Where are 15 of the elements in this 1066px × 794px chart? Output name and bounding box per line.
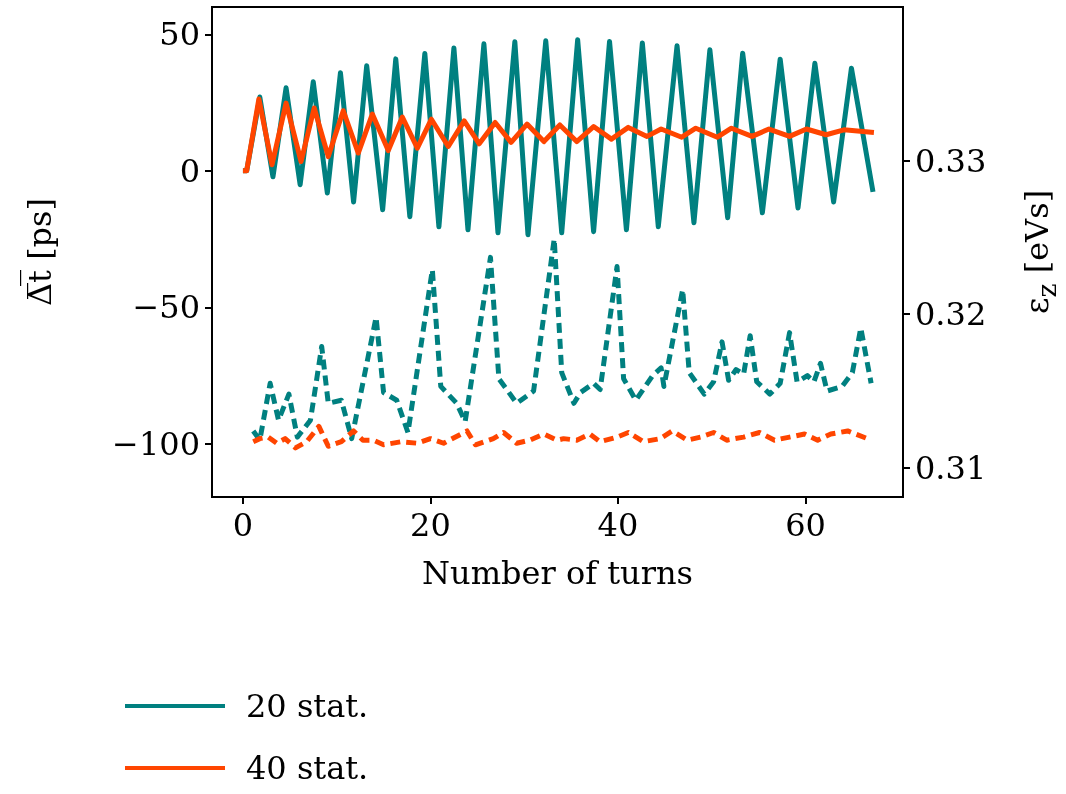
y2-tick-label: 0.32 — [915, 295, 987, 334]
y-tick-label: 0 — [179, 151, 200, 190]
legend-label: 20 stat. — [246, 687, 369, 725]
y-axis-title: Δ̅t̅ [ps] — [21, 197, 59, 307]
legend-label: 40 stat. — [246, 749, 369, 787]
y-tick-label: 50 — [159, 15, 200, 54]
x-tick-label: 0 — [232, 506, 254, 544]
x-tick-label: 60 — [785, 506, 826, 544]
y2-tick-label: 0.31 — [915, 448, 987, 487]
y-tick-label: −50 — [132, 288, 200, 327]
y2-tick-label: 0.33 — [915, 141, 987, 180]
x-tick-label: 20 — [410, 506, 451, 544]
x-axis-title: Number of turns — [422, 554, 693, 592]
x-tick-label: 40 — [597, 506, 639, 544]
y-tick-label: −100 — [112, 424, 200, 463]
